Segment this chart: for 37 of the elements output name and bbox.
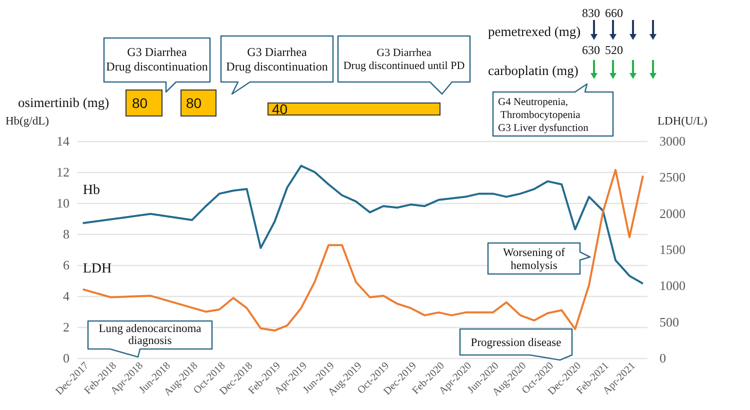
y-tick-label: 14 [56,134,70,148]
annotation: Progression disease [470,337,562,349]
text: 80 [186,95,202,111]
text: G3 Diarrhea Drug discontinued until PD [343,47,465,72]
y2-tick-label: 0 [660,350,666,366]
y2-tick-label: 500 [660,314,679,330]
y-tick-label: 12 [56,164,70,180]
text: 630 [582,43,600,57]
annotation: Worsening of hemolysis [503,247,566,272]
text: 660 [605,6,623,20]
text: G4 Neutropenia, Thrombocytopenia G3 Liver dysfunction [498,97,590,134]
y-tick-label: 2 [63,320,70,334]
y-tick-label: 4 [63,288,70,304]
y2-tick-label: 1500 [660,242,686,257]
y-tick-label: 10 [56,196,70,210]
text: carboplatin (mg) [488,63,578,78]
text: G3 Diarrhea Drug discontinuation [226,45,328,74]
y-axis-title: Hb(g/dL) [6,116,50,128]
series-label: LDH [82,261,112,276]
annotation: Lung adenocarcinoma diagnosis [98,323,202,347]
y2-tick-label: 2500 [660,170,686,185]
text: G3 Diarrhea Drug discontinuation [106,45,208,74]
text: 520 [605,43,623,57]
text: pemetrexed (mg) [488,24,581,39]
text: 40 [272,101,288,117]
y2-tick-label: 1000 [660,278,686,294]
y-tick-label: 6 [63,258,70,272]
y2-tick-label: 3000 [660,134,686,148]
line-series [82,164,644,285]
y2-tick-label: 2000 [660,206,686,221]
text: 80 [132,95,148,111]
y2-axis-title: LDH(U/L) [658,116,708,128]
y-tick-label: 0 [63,350,70,366]
y-tick-label: 8 [63,226,70,242]
text: osimertinib (mg) [18,95,110,110]
text: 830 [582,6,600,20]
series-label: Hb [82,183,100,198]
